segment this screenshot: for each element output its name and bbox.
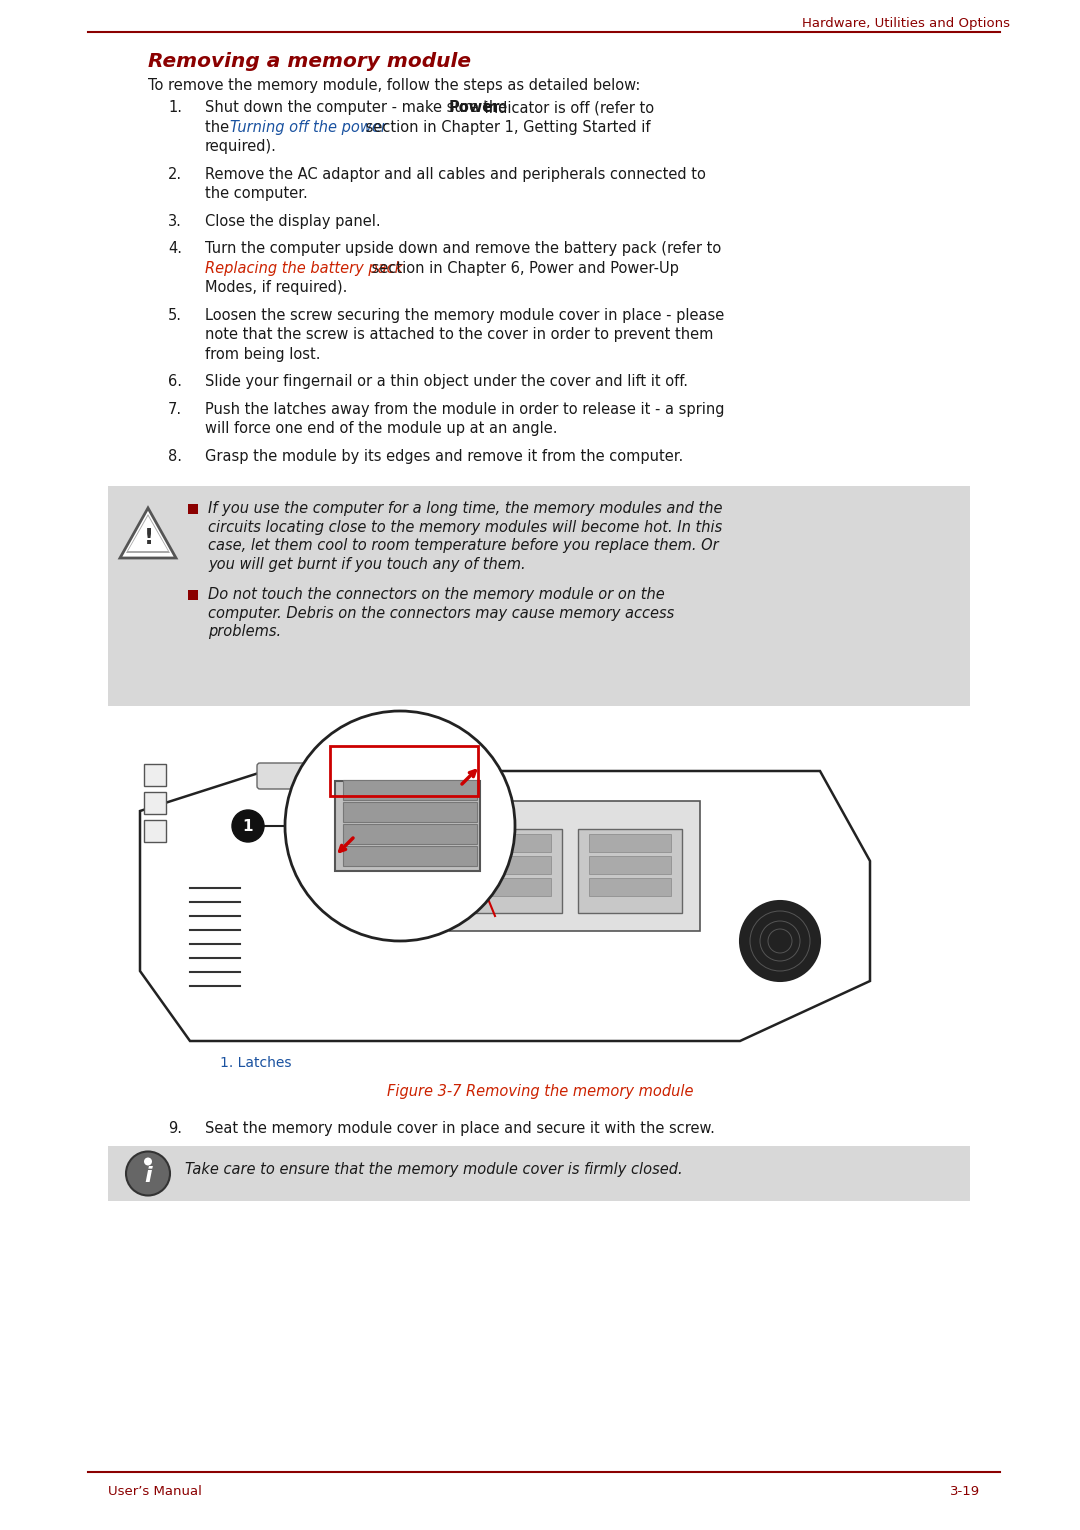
FancyBboxPatch shape <box>458 829 562 913</box>
Text: User’s Manual: User’s Manual <box>108 1486 202 1498</box>
FancyBboxPatch shape <box>188 591 198 600</box>
FancyBboxPatch shape <box>589 855 671 874</box>
Circle shape <box>285 711 515 941</box>
Text: the: the <box>205 119 233 135</box>
Text: If you use the computer for a long time, the memory modules and the: If you use the computer for a long time,… <box>208 500 723 516</box>
Polygon shape <box>120 508 176 558</box>
Text: will force one end of the module up at an angle.: will force one end of the module up at a… <box>205 421 557 436</box>
Text: 1: 1 <box>243 819 253 834</box>
Text: Removing a memory module: Removing a memory module <box>148 52 471 70</box>
FancyBboxPatch shape <box>144 763 166 786</box>
Text: Take care to ensure that the memory module cover is firmly closed.: Take care to ensure that the memory modu… <box>185 1161 683 1177</box>
Text: 7.: 7. <box>168 401 183 416</box>
Circle shape <box>144 1158 152 1166</box>
FancyBboxPatch shape <box>348 767 432 788</box>
Text: Remove the AC adaptor and all cables and peripherals connected to: Remove the AC adaptor and all cables and… <box>205 167 706 182</box>
Text: computer. Debris on the connectors may cause memory access: computer. Debris on the connectors may c… <box>208 606 674 621</box>
Text: Hardware, Utilities and Options: Hardware, Utilities and Options <box>802 17 1010 31</box>
Text: Turning off the power: Turning off the power <box>230 119 387 135</box>
Text: To remove the memory module, follow the steps as detailed below:: To remove the memory module, follow the … <box>148 78 640 93</box>
Text: Loosen the screw securing the memory module cover in place - please: Loosen the screw securing the memory mod… <box>205 308 725 323</box>
FancyBboxPatch shape <box>589 878 671 897</box>
Polygon shape <box>129 516 168 551</box>
Text: Grasp the module by its edges and remove it from the computer.: Grasp the module by its edges and remove… <box>205 448 684 464</box>
Text: Modes, if required).: Modes, if required). <box>205 280 348 295</box>
Text: 3-19: 3-19 <box>950 1486 980 1498</box>
Text: from being lost.: from being lost. <box>205 346 321 361</box>
Polygon shape <box>450 802 700 930</box>
Text: required).: required). <box>205 139 276 155</box>
Text: Turn the computer upside down and remove the battery pack (refer to: Turn the computer upside down and remove… <box>205 242 721 256</box>
Circle shape <box>232 809 264 842</box>
Text: Slide your fingernail or a thin object under the cover and lift it off.: Slide your fingernail or a thin object u… <box>205 373 688 389</box>
Text: Figure 3-7 Removing the memory module: Figure 3-7 Removing the memory module <box>387 1083 693 1099</box>
FancyBboxPatch shape <box>469 834 551 852</box>
Text: 9.: 9. <box>168 1121 183 1135</box>
Text: case, let them cool to room temperature before you replace them. Or: case, let them cool to room temperature … <box>208 539 718 552</box>
Text: 8.: 8. <box>168 448 183 464</box>
Text: you will get burnt if you touch any of them.: you will get burnt if you touch any of t… <box>208 557 526 572</box>
Text: 6.: 6. <box>168 373 183 389</box>
FancyBboxPatch shape <box>188 503 198 514</box>
Text: 2.: 2. <box>168 167 183 182</box>
Circle shape <box>740 901 820 981</box>
Text: note that the screw is attached to the cover in order to prevent them: note that the screw is attached to the c… <box>205 327 714 343</box>
Text: section in Chapter 1, Getting Started if: section in Chapter 1, Getting Started if <box>361 119 650 135</box>
Text: section in Chapter 6, Power and Power-Up: section in Chapter 6, Power and Power-Up <box>367 260 679 275</box>
Text: 1.: 1. <box>168 99 183 115</box>
Text: 3.: 3. <box>168 214 181 228</box>
FancyBboxPatch shape <box>343 802 477 822</box>
Text: circuits locating close to the memory modules will become hot. In this: circuits locating close to the memory mo… <box>208 520 723 534</box>
Text: 1. Latches: 1. Latches <box>220 1056 292 1069</box>
FancyBboxPatch shape <box>108 487 970 705</box>
FancyBboxPatch shape <box>108 1146 970 1201</box>
Text: Do not touch the connectors on the memory module or on the: Do not touch the connectors on the memor… <box>208 588 665 601</box>
Polygon shape <box>335 780 480 871</box>
Text: 4.: 4. <box>168 242 183 256</box>
Text: Close the display panel.: Close the display panel. <box>205 214 380 228</box>
Text: !: ! <box>144 528 154 548</box>
Text: Replacing the battery pack: Replacing the battery pack <box>205 260 403 275</box>
Text: Shut down the computer - make sure the: Shut down the computer - make sure the <box>205 99 512 115</box>
FancyBboxPatch shape <box>578 829 681 913</box>
Polygon shape <box>126 514 170 552</box>
Text: 5.: 5. <box>168 308 183 323</box>
FancyBboxPatch shape <box>343 825 477 845</box>
Circle shape <box>126 1152 170 1195</box>
Text: the computer.: the computer. <box>205 187 308 200</box>
Text: Power: Power <box>448 99 500 115</box>
Polygon shape <box>140 771 870 1040</box>
FancyBboxPatch shape <box>343 846 477 866</box>
Text: Seat the memory module cover in place and secure it with the screw.: Seat the memory module cover in place an… <box>205 1121 715 1135</box>
FancyBboxPatch shape <box>589 834 671 852</box>
FancyBboxPatch shape <box>343 780 477 800</box>
Text: i: i <box>145 1166 152 1186</box>
FancyBboxPatch shape <box>469 855 551 874</box>
FancyBboxPatch shape <box>144 820 166 842</box>
FancyBboxPatch shape <box>144 793 166 814</box>
FancyBboxPatch shape <box>469 878 551 897</box>
FancyBboxPatch shape <box>257 763 323 789</box>
Text: Push the latches away from the module in order to release it - a spring: Push the latches away from the module in… <box>205 401 725 416</box>
Text: indicator is off (refer to: indicator is off (refer to <box>480 99 654 115</box>
Text: problems.: problems. <box>208 624 281 640</box>
